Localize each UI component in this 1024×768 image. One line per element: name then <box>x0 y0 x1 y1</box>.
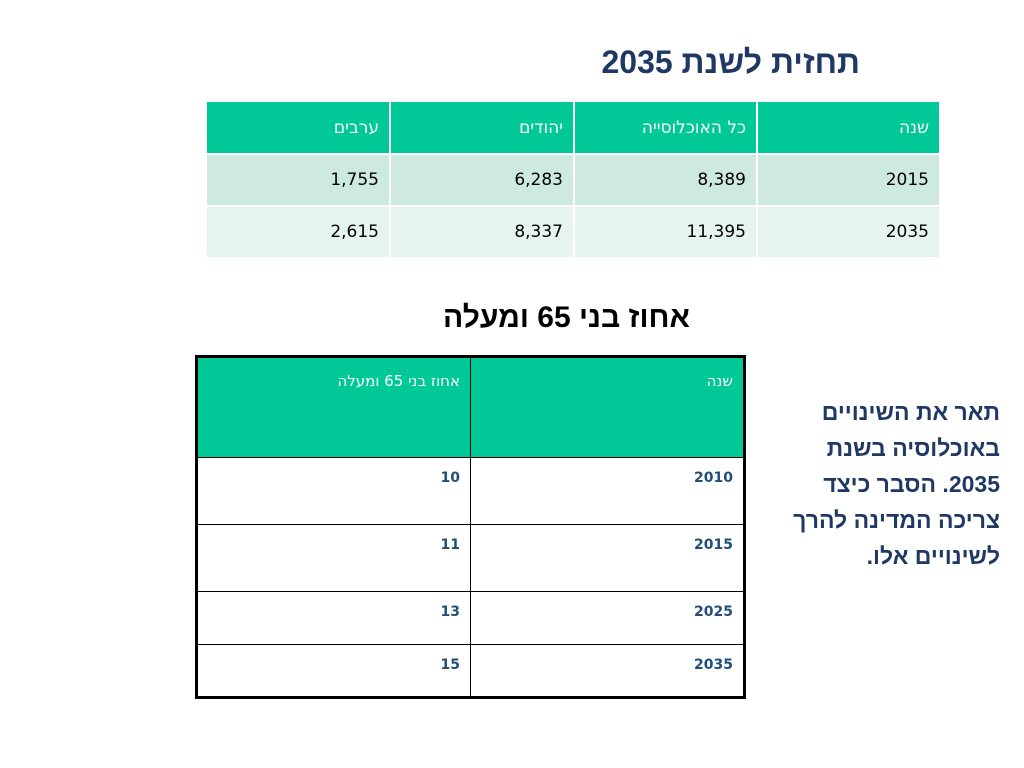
table-row: 2015 8,389 6,283 1,755 <box>205 153 941 207</box>
cell-total: 8,389 <box>573 153 758 207</box>
elderly-percentage-title: אחוז בני 65 ומעלה <box>443 301 690 334</box>
header-total-population: כל האוכלוסייה <box>573 100 758 155</box>
cell-arabs: 2,615 <box>205 205 391 259</box>
cell-arabs: 1,755 <box>205 153 391 207</box>
cell-year: 2025 <box>470 591 745 645</box>
assignment-question: תאר את השינויים באוכלוסיה בשנת 2035. הסב… <box>793 399 1000 569</box>
header-elderly-percent: אחוז בני 65 ומעלה <box>196 356 471 458</box>
cell-percent: 13 <box>196 591 471 645</box>
cell-year: 2010 <box>470 457 745 525</box>
cell-jews: 6,283 <box>389 153 575 207</box>
header-arabs: ערבים <box>205 100 391 155</box>
table-header-row: שנה אחוז בני 65 ומעלה <box>196 356 745 458</box>
table-row: 2035 15 <box>196 644 745 698</box>
cell-year: 2035 <box>756 205 941 259</box>
cell-year: 2015 <box>470 524 745 592</box>
cell-total: 11,395 <box>573 205 758 259</box>
elderly-percentage-table: שנה אחוז בני 65 ומעלה 2010 10 2015 11 20… <box>195 355 746 699</box>
header-year: שנה <box>470 356 745 458</box>
cell-jews: 8,337 <box>389 205 575 259</box>
population-forecast-table: שנה כל האוכלוסייה יהודים ערבים 2015 8,38… <box>205 100 941 259</box>
cell-year: 2035 <box>470 644 745 698</box>
cell-percent: 11 <box>196 524 471 592</box>
table-row: 2035 11,395 8,337 2,615 <box>205 205 941 259</box>
header-year: שנה <box>756 100 941 155</box>
header-jews: יהודים <box>389 100 575 155</box>
table-row: 2025 13 <box>196 591 745 645</box>
forecast-title: תחזית לשנת 2035 <box>601 44 860 80</box>
table-row: 2015 11 <box>196 524 745 592</box>
cell-percent: 15 <box>196 644 471 698</box>
table-row: 2010 10 <box>196 457 745 525</box>
cell-percent: 10 <box>196 457 471 525</box>
cell-year: 2015 <box>756 153 941 207</box>
table-header-row: שנה כל האוכלוסייה יהודים ערבים <box>205 100 941 155</box>
